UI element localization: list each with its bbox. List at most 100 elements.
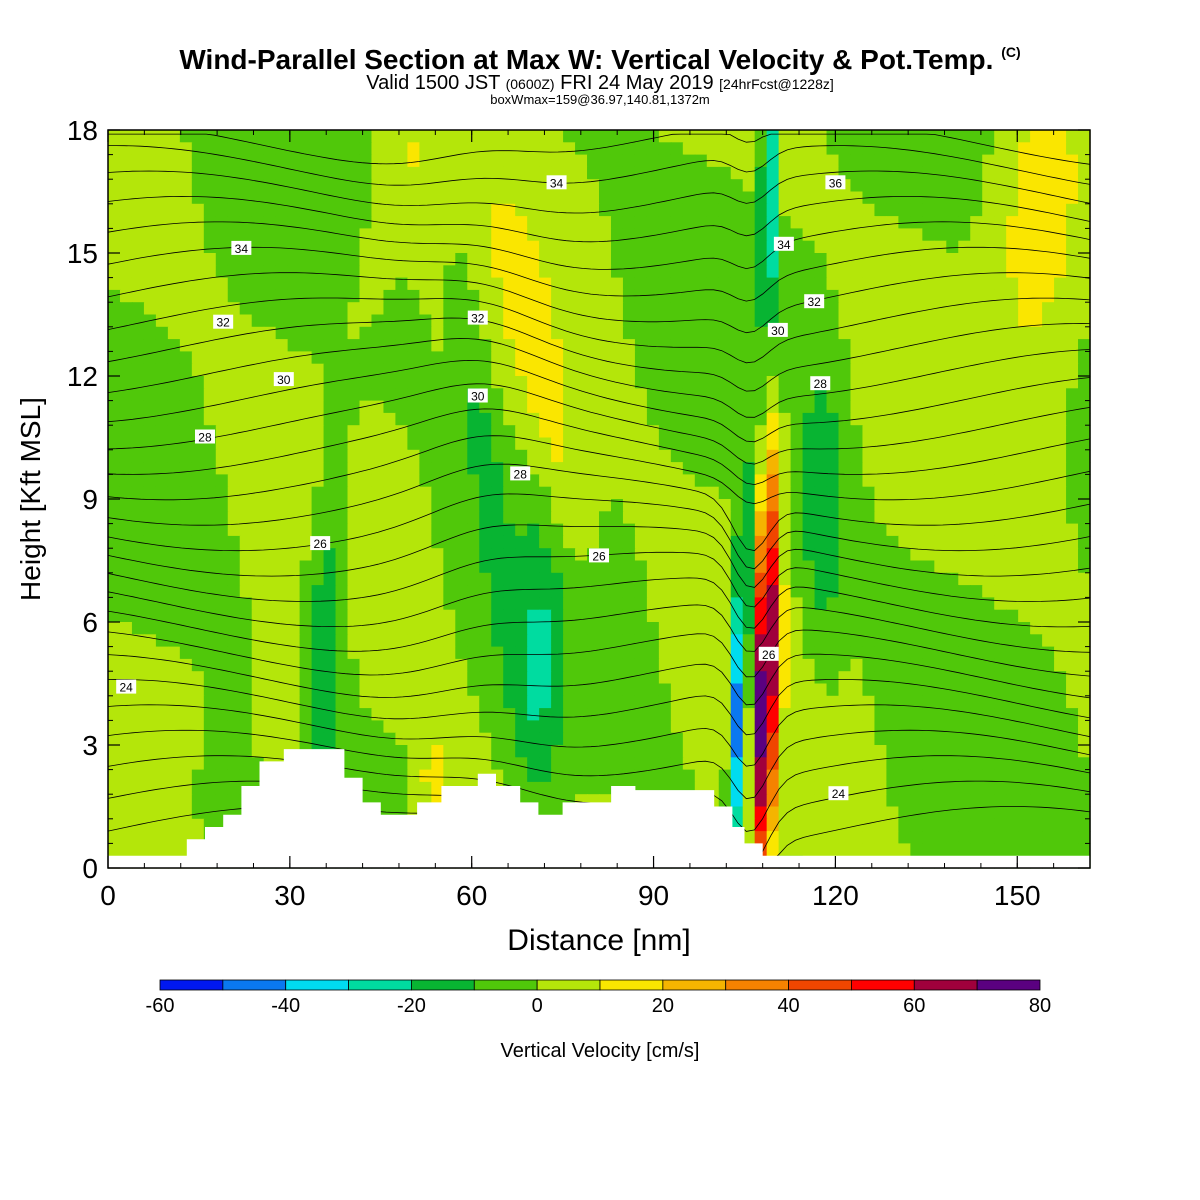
vv-cell [395, 265, 408, 279]
vv-cell [263, 535, 277, 549]
vv-cell [131, 745, 145, 758]
vv-cell [143, 769, 157, 783]
vv-cell [371, 388, 385, 402]
vv-cell [1018, 609, 1031, 623]
vv-cell [754, 265, 768, 279]
vv-cell [658, 646, 672, 660]
vv-cell [179, 326, 193, 340]
vv-cell [658, 216, 672, 229]
vv-cell [299, 302, 313, 316]
vv-cell [287, 658, 301, 672]
vv-cell [131, 265, 145, 279]
vv-cell [239, 523, 253, 537]
contour-label-box [758, 646, 779, 661]
vv-cell [886, 388, 899, 402]
vv-cell [934, 843, 947, 857]
vv-cell [946, 228, 959, 242]
vv-cell [742, 757, 756, 771]
vv-cell [814, 622, 828, 635]
vv-cell [802, 560, 816, 574]
vv-cell [778, 277, 792, 291]
vv-cell [730, 191, 744, 205]
vv-cell [263, 412, 277, 426]
vv-cell [347, 560, 361, 574]
vv-cell [479, 437, 492, 451]
vv-cell [215, 277, 229, 291]
vv-cell [706, 609, 720, 623]
vv-cell [371, 781, 385, 795]
vv-cell [371, 425, 385, 439]
vv-cell [191, 572, 205, 586]
vv-cell [155, 240, 169, 254]
vv-cell [407, 720, 420, 734]
vv-cell [1006, 203, 1019, 217]
vv-cell [443, 142, 456, 156]
vv-cell [167, 388, 181, 402]
vv-cell [754, 794, 768, 808]
vv-cell [898, 462, 911, 475]
vv-cell [1066, 240, 1079, 254]
vv-cell [814, 720, 828, 734]
vv-cell [575, 781, 588, 795]
vv-cell [742, 228, 756, 242]
vv-cell [802, 474, 816, 488]
vv-cell [515, 671, 528, 685]
vv-cell [527, 634, 540, 648]
vv-cell [443, 572, 456, 586]
vv-cell [119, 437, 133, 451]
vv-cell [179, 265, 193, 279]
vv-cell [323, 339, 337, 352]
vv-cell [131, 560, 145, 574]
vv-cell [335, 277, 349, 291]
vv-cell [634, 560, 648, 574]
vv-cell [395, 757, 408, 771]
vv-cell [587, 253, 600, 266]
vv-cell [730, 437, 744, 451]
vv-cell [982, 437, 995, 451]
vv-cell [610, 486, 624, 500]
vv-cell [898, 634, 911, 648]
vv-cell [718, 240, 732, 254]
vv-cell [431, 486, 444, 500]
vv-cell [323, 585, 337, 598]
vv-cell [1054, 486, 1067, 500]
vv-cell [898, 314, 911, 328]
vv-cell [814, 130, 828, 143]
vv-cell [347, 437, 361, 451]
vv-cell [982, 843, 995, 857]
vv-cell [970, 523, 983, 537]
vv-cell [754, 179, 768, 193]
vv-cell [994, 449, 1007, 463]
vv-cell [970, 658, 983, 672]
vv-cell [658, 683, 672, 697]
vv-cell [910, 695, 923, 709]
vv-cell [419, 720, 432, 734]
vv-cell [551, 523, 564, 537]
vv-cell [443, 622, 456, 635]
vv-cell [311, 363, 325, 377]
vv-cell [467, 757, 480, 771]
vv-cell [1030, 548, 1043, 562]
vv-cell [479, 535, 492, 549]
vv-cell [335, 376, 349, 389]
vv-cell [622, 302, 636, 316]
vv-cell [886, 277, 899, 291]
vv-cell [670, 585, 684, 598]
vv-cell [1018, 683, 1031, 697]
vv-cell [407, 572, 420, 586]
vv-cell [898, 781, 911, 795]
vv-cell [982, 166, 995, 180]
vv-cell [838, 732, 852, 746]
vv-cell [227, 400, 241, 414]
vv-cell [802, 179, 816, 193]
vv-cell [778, 695, 792, 709]
vv-cell [766, 400, 780, 414]
vv-cell [646, 302, 660, 316]
vv-cell [563, 560, 576, 574]
vv-cell [850, 794, 864, 808]
vv-cell [1042, 376, 1055, 389]
vv-cell [658, 376, 672, 389]
vv-cell [958, 142, 971, 156]
vv-cell [682, 585, 696, 598]
vv-cell [694, 511, 708, 525]
